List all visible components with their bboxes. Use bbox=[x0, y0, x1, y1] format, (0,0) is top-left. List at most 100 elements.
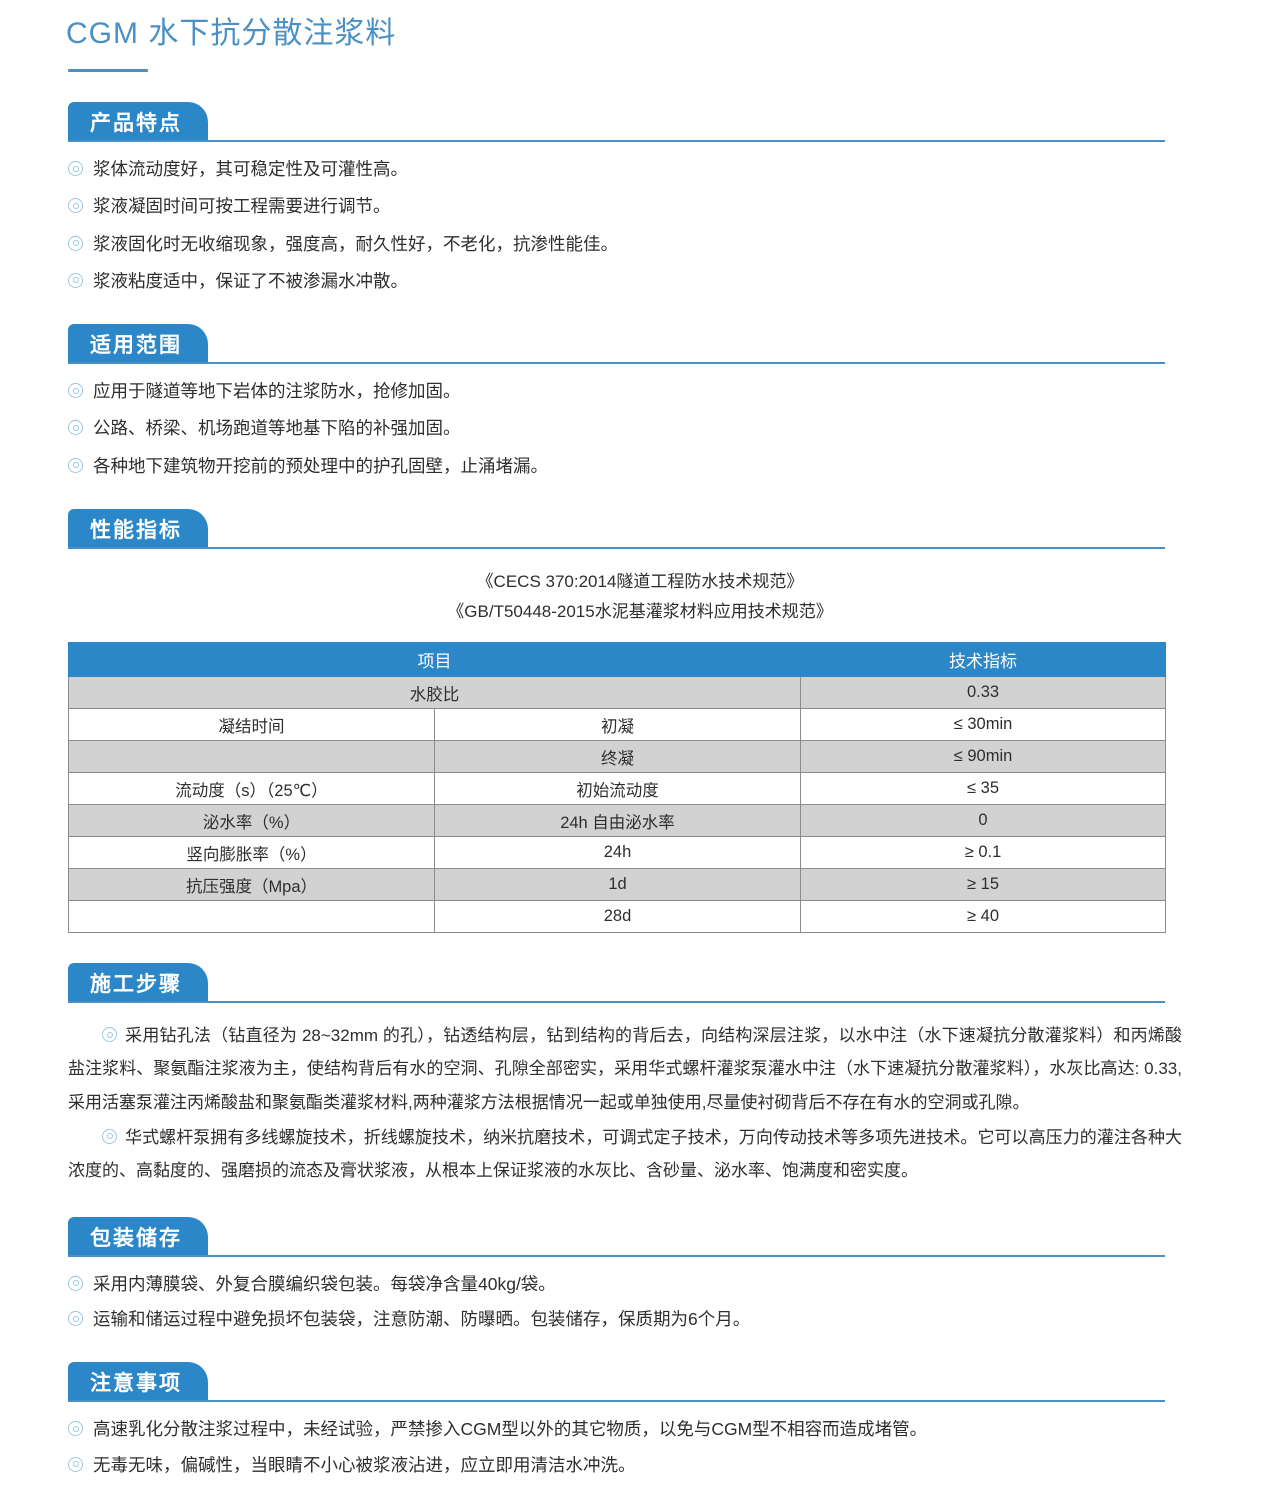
column-header-item: 项目 bbox=[68, 642, 801, 678]
paragraph: 采用钻孔法（钻直径为 28~32mm 的孔），钻透结构层，钻到结构的背后去，向结… bbox=[68, 1019, 1182, 1118]
section-divider-rule bbox=[68, 140, 1165, 142]
ring-bullet-icon bbox=[102, 1027, 117, 1043]
list-item: 采用内薄膜袋、外复合膜编织袋包装。每袋净含量40kg/袋。 bbox=[68, 1271, 1280, 1297]
list-item: 浆体流动度好，其可稳定性及可灌性高。 bbox=[68, 156, 1280, 182]
cell-item: 流动度（s）（25℃） bbox=[68, 772, 435, 806]
section-header-notes: 注意事项 bbox=[68, 1362, 1165, 1403]
cell-subitem: 24h bbox=[434, 836, 801, 870]
cell-spec: ≥ 15 bbox=[800, 868, 1166, 902]
cell-item: 抗压强度（Mpa） bbox=[68, 868, 435, 902]
packaging-list: 采用内薄膜袋、外复合膜编织袋包装。每袋净含量40kg/袋。 运输和储运过程中避免… bbox=[0, 1271, 1280, 1333]
section-header-packaging: 包装储存 bbox=[68, 1216, 1165, 1257]
list-item: 应用于隧道等地下岩体的注浆防水，抢修加固。 bbox=[68, 378, 1280, 404]
steps-paragraphs: 采用钻孔法（钻直径为 28~32mm 的孔），钻透结构层，钻到结构的背后去，向结… bbox=[0, 1019, 1280, 1187]
scope-list: 应用于隧道等地下岩体的注浆防水，抢修加固。 公路、桥梁、机场跑道等地基下陷的补强… bbox=[0, 378, 1280, 479]
ring-bullet-icon bbox=[102, 1128, 117, 1144]
features-list: 浆体流动度好，其可稳定性及可灌性高。 浆液凝固时间可按工程需要进行调节。 浆液固… bbox=[0, 156, 1280, 294]
cell-item bbox=[68, 900, 435, 934]
section-scope: 适用范围 应用于隧道等地下岩体的注浆防水，抢修加固。 公路、桥梁、机场跑道等地基… bbox=[0, 324, 1280, 479]
table-row: 水胶比 0.33 bbox=[68, 676, 1166, 710]
table-row: 28d ≥ 40 bbox=[68, 900, 1166, 934]
page-title: CGM 水下抗分散注浆料 bbox=[66, 17, 397, 50]
ring-bullet-icon bbox=[68, 1456, 83, 1472]
section-header-performance: 性能指标 bbox=[68, 508, 1165, 549]
table-header: 项目 技术指标 bbox=[68, 642, 1166, 678]
section-badge-label: 产品特点 bbox=[68, 102, 208, 142]
section-notes: 注意事项 高速乳化分散注浆过程中，未经试验，严禁掺入CGM型以外的其它物质，以免… bbox=[0, 1362, 1280, 1478]
cell-item bbox=[68, 740, 435, 774]
column-header-spec: 技术指标 bbox=[800, 642, 1166, 678]
ring-bullet-icon bbox=[68, 457, 83, 473]
list-item-text: 运输和储运过程中避免损坏包装袋，注意防潮、防曝晒。包装储存，保质期为6个月。 bbox=[93, 1309, 751, 1330]
section-badge-label: 施工步骤 bbox=[68, 963, 208, 1004]
cell-spec: 0.33 bbox=[800, 676, 1166, 710]
paragraph: 华式螺杆泵拥有多线螺旋技术，折线螺旋技术，纳米抗磨技术，可调式定子技术，万向传动… bbox=[68, 1121, 1182, 1187]
spec-table-container: 项目 技术指标 水胶比 0.33 凝结时间 初凝 ≤ 30min bbox=[68, 642, 1166, 934]
table-row: 泌水率（%） 24h 自由泌水率 0 bbox=[68, 804, 1166, 838]
ring-bullet-icon bbox=[68, 198, 83, 214]
cell-spec: ≥ 0.1 bbox=[800, 836, 1166, 870]
list-item-text: 采用内薄膜袋、外复合膜编织袋包装。每袋净含量40kg/袋。 bbox=[93, 1273, 556, 1294]
standard-line: 《CECS 370:2014隧道工程防水技术规范》 bbox=[476, 571, 804, 591]
ring-bullet-icon bbox=[68, 235, 83, 251]
section-divider-rule bbox=[68, 1254, 1165, 1257]
section-divider-rule bbox=[68, 362, 1165, 364]
cell-subitem: 终凝 bbox=[434, 740, 801, 774]
cell-item: 凝结时间 bbox=[68, 708, 435, 742]
table-body: 水胶比 0.33 凝结时间 初凝 ≤ 30min 终凝 ≤ 90min 流 bbox=[68, 676, 1166, 934]
cell-subitem: 28d bbox=[434, 900, 801, 934]
ring-bullet-icon bbox=[68, 420, 83, 436]
ring-bullet-icon bbox=[68, 383, 83, 398]
list-item-text: 浆液凝固时间可按工程需要进行调节。 bbox=[93, 196, 391, 217]
cell-subitem: 初凝 bbox=[434, 708, 801, 742]
list-item-text: 各种地下建筑物开挖前的预处理中的护孔固壁，止涌堵漏。 bbox=[93, 455, 548, 476]
cell-subitem: 24h 自由泌水率 bbox=[434, 804, 801, 838]
list-item: 无毒无味，偏碱性，当眼睛不小心被浆液沾进，应立即用清洁水冲洗。 bbox=[68, 1452, 1280, 1478]
list-item-text: 无毒无味，偏碱性，当眼睛不小心被浆液沾进，应立即用清洁水冲洗。 bbox=[93, 1454, 636, 1475]
section-header-features: 产品特点 bbox=[68, 102, 1165, 142]
cell-subitem: 1d bbox=[434, 868, 801, 902]
section-performance: 性能指标 《CECS 370:2014隧道工程防水技术规范》 《GB/T5044… bbox=[0, 508, 1280, 934]
section-divider-rule bbox=[68, 1001, 1165, 1004]
cell-item: 水胶比 bbox=[68, 676, 801, 710]
cell-spec: ≤ 90min bbox=[800, 740, 1166, 774]
section-badge-label: 包装储存 bbox=[68, 1216, 208, 1257]
list-item: 浆液固化时无收缩现象，强度高，耐久性好，不老化，抗渗性能佳。 bbox=[68, 231, 1280, 257]
table-row: 凝结时间 初凝 ≤ 30min bbox=[68, 708, 1166, 742]
list-item: 高速乳化分散注浆过程中，未经试验，严禁掺入CGM型以外的其它物质，以免与CGM型… bbox=[68, 1416, 1280, 1442]
list-item: 公路、桥梁、机场跑道等地基下陷的补强加固。 bbox=[68, 415, 1280, 441]
section-divider-rule bbox=[68, 1400, 1165, 1403]
table-row: 流动度（s）（25℃） 初始流动度 ≤ 35 bbox=[68, 772, 1166, 806]
ring-bullet-icon bbox=[68, 272, 83, 288]
paragraph-text: 采用钻孔法（钻直径为 28~32mm 的孔），钻透结构层，钻到结构的背后去，向结… bbox=[68, 1026, 1182, 1112]
list-item: 运输和储运过程中避免损坏包装袋，注意防潮、防曝晒。包装储存，保质期为6个月。 bbox=[68, 1306, 1280, 1332]
section-steps: 施工步骤 采用钻孔法（钻直径为 28~32mm 的孔），钻透结构层，钻到结构的背… bbox=[0, 963, 1280, 1187]
table-row: 抗压强度（Mpa） 1d ≥ 15 bbox=[68, 868, 1166, 902]
list-item: 浆液凝固时间可按工程需要进行调节。 bbox=[68, 193, 1280, 219]
ring-bullet-icon bbox=[68, 1275, 83, 1291]
list-item-text: 浆液固化时无收缩现象，强度高，耐久性好，不老化，抗渗性能佳。 bbox=[93, 233, 618, 254]
cell-subitem: 初始流动度 bbox=[434, 772, 801, 806]
ring-bullet-icon bbox=[68, 1311, 83, 1327]
cell-item: 竖向膨胀率（%） bbox=[68, 836, 435, 870]
cell-spec: ≤ 30min bbox=[800, 708, 1166, 742]
standards-reference: 《CECS 370:2014隧道工程防水技术规范》 《GB/T50448-201… bbox=[0, 567, 1280, 627]
list-item-text: 高速乳化分散注浆过程中，未经试验，严禁掺入CGM型以外的其它物质，以免与CGM型… bbox=[93, 1419, 928, 1440]
section-header-steps: 施工步骤 bbox=[68, 963, 1165, 1004]
cell-item: 泌水率（%） bbox=[68, 804, 435, 838]
section-features: 产品特点 浆体流动度好，其可稳定性及可灌性高。 浆液凝固时间可按工程需要进行调节… bbox=[0, 102, 1280, 294]
list-item: 浆液粘度适中，保证了不被渗漏水冲散。 bbox=[68, 268, 1280, 294]
list-item-text: 浆体流动度好，其可稳定性及可灌性高。 bbox=[93, 159, 408, 179]
section-divider-rule bbox=[68, 546, 1165, 549]
section-header-scope: 适用范围 bbox=[68, 324, 1165, 364]
section-badge-label: 注意事项 bbox=[68, 1362, 208, 1403]
ring-bullet-icon bbox=[68, 1421, 83, 1437]
list-item-text: 应用于隧道等地下岩体的注浆防水，抢修加固。 bbox=[93, 381, 461, 401]
list-item-text: 公路、桥梁、机场跑道等地基下陷的补强加固。 bbox=[93, 418, 461, 439]
table-row: 竖向膨胀率（%） 24h ≥ 0.1 bbox=[68, 836, 1166, 870]
cell-spec: 0 bbox=[800, 804, 1166, 838]
cell-spec: ≤ 35 bbox=[800, 772, 1166, 806]
list-item: 各种地下建筑物开挖前的预处理中的护孔固壁，止涌堵漏。 bbox=[68, 453, 1280, 479]
table-header-row: 项目 技术指标 bbox=[68, 642, 1166, 678]
